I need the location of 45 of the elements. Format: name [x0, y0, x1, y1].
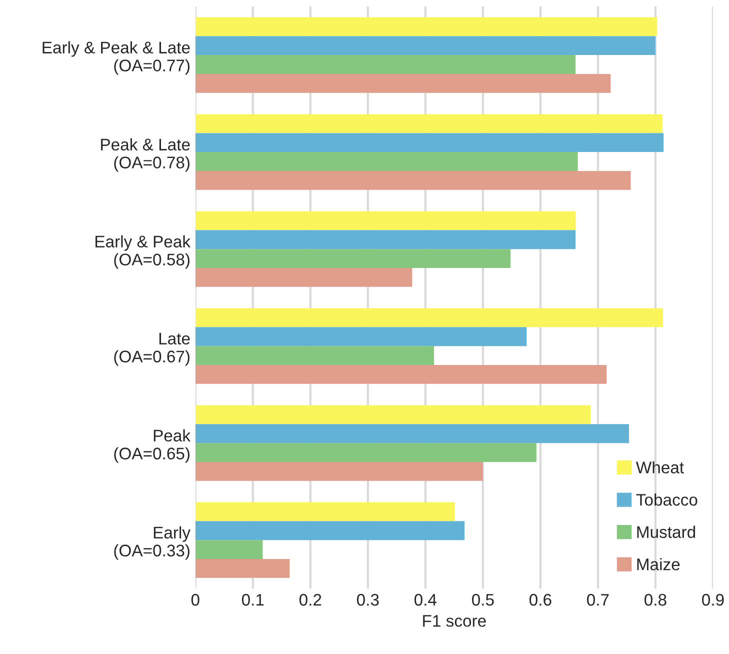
bar [195, 36, 656, 56]
bar [195, 74, 611, 93]
bar [195, 133, 664, 152]
x-tick-label: 0.2 [299, 594, 322, 606]
y-tick-label: Late (OA=0.67) [114, 332, 190, 366]
x-tick-label: 0.1 [242, 594, 264, 606]
bar [195, 346, 434, 365]
y-tick-label: Peak (OA=0.65) [114, 429, 191, 463]
x-tick-label: 0 [191, 594, 200, 606]
bar [195, 540, 263, 560]
y-tick-label: Early & Peak & Late (OA=0.77) [42, 41, 190, 75]
y-tick-label: Early (OA=0.33) [114, 526, 190, 560]
y-tick-label: Early & Peak (OA=0.58) [96, 235, 191, 269]
x-tick-label: 0.8 [644, 594, 666, 606]
legend-label: Wheat [636, 461, 684, 474]
y-tick-label: Peak & Late (OA=0.78) [101, 138, 190, 172]
bar [195, 230, 576, 250]
bar [195, 521, 465, 540]
bar [195, 502, 455, 522]
bar [195, 55, 576, 74]
bar [195, 152, 578, 171]
bar [195, 170, 631, 190]
bar [195, 114, 662, 134]
bar [195, 559, 290, 578]
bar [195, 211, 576, 230]
bar [195, 364, 607, 384]
x-tick-label: 0.9 [702, 594, 724, 606]
bar [195, 17, 658, 36]
x-tick-label: 0.7 [587, 594, 609, 606]
bar [195, 443, 536, 462]
legend-label: Tobacco [636, 493, 698, 506]
x-tick-label: 0.5 [472, 594, 494, 606]
x-axis-title: F1 score [423, 615, 486, 627]
bar [195, 249, 511, 268]
bar [195, 424, 629, 444]
bar [195, 405, 590, 424]
bar [195, 308, 663, 328]
x-tick-label: 0.6 [530, 594, 552, 606]
legend-label: Maize [637, 558, 680, 570]
bar [195, 268, 412, 287]
bar [195, 462, 483, 481]
x-tick-label: 0.4 [414, 594, 437, 606]
legend-label: Mustard [637, 526, 696, 538]
bar [195, 327, 527, 346]
x-tick-label: 0.3 [356, 594, 379, 606]
